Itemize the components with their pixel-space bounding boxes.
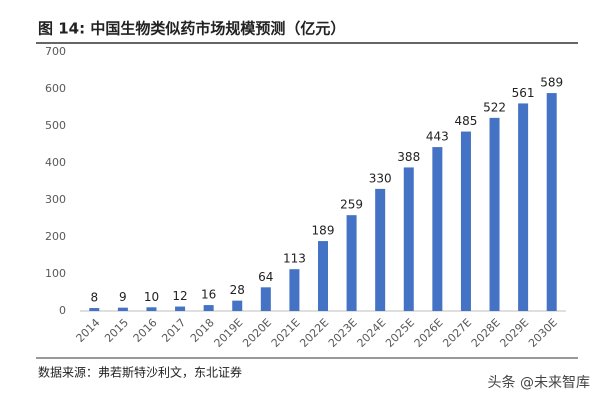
- y-tick-label: 0: [59, 304, 66, 317]
- data-label: 12: [172, 289, 187, 303]
- bar: [260, 287, 271, 311]
- y-tick-label: 100: [45, 267, 66, 280]
- y-tick-label: 300: [45, 193, 66, 206]
- bar: [546, 93, 557, 311]
- data-label: 16: [201, 288, 216, 302]
- watermark: 头条 @未来智库: [488, 374, 590, 391]
- data-label: 189: [312, 224, 335, 238]
- bar: [375, 188, 386, 311]
- data-label: 522: [483, 100, 506, 114]
- data-label: 64: [258, 270, 273, 284]
- bar: [175, 306, 186, 311]
- bar: [232, 300, 243, 311]
- bar: [89, 308, 100, 311]
- bar: [403, 167, 414, 311]
- data-label: 561: [512, 86, 535, 100]
- data-label: 485: [454, 114, 477, 128]
- bar: [203, 305, 214, 311]
- x-tick-label: 2015: [102, 316, 131, 345]
- x-tick-label: 2019E: [212, 316, 246, 350]
- y-tick-label: 600: [45, 82, 66, 95]
- bar: [346, 215, 357, 311]
- x-tick-label: 2028E: [469, 316, 503, 350]
- x-tick-label: 2017: [159, 316, 188, 345]
- data-label: 8: [90, 291, 98, 305]
- data-label: 28: [230, 283, 245, 297]
- y-tick-label: 500: [45, 119, 66, 132]
- x-tick-label: 2030E: [526, 316, 560, 350]
- source-note: 数据来源：弗若斯特沙利文，东北证券: [38, 365, 242, 380]
- x-tick-label: 2027E: [440, 316, 474, 350]
- data-label: 589: [540, 76, 563, 90]
- bar: [460, 131, 471, 311]
- data-label: 388: [397, 150, 420, 164]
- y-tick-label: 700: [45, 45, 66, 58]
- x-tick-label: 2016: [131, 316, 160, 345]
- x-tick-label: 2014: [74, 316, 103, 345]
- x-tick-label: 2026E: [412, 316, 446, 350]
- x-tick-label: 2020E: [240, 316, 274, 350]
- bar: [117, 307, 128, 311]
- data-label: 113: [283, 252, 306, 266]
- x-tick-label: 2025E: [383, 316, 417, 350]
- data-label: 330: [369, 171, 392, 185]
- bar: [518, 103, 529, 312]
- data-label: 10: [144, 290, 159, 304]
- x-tick-label: 2023E: [326, 316, 360, 350]
- chart-title: 图 14: 中国生物类似药市场规模预测（亿元）: [38, 20, 345, 38]
- data-label: 259: [340, 198, 363, 212]
- y-tick-label: 200: [45, 230, 66, 243]
- data-label: 443: [426, 130, 449, 144]
- x-tick-label: 2021E: [269, 316, 303, 350]
- y-tick-label: 400: [45, 156, 66, 169]
- x-tick-label: 2029E: [497, 316, 531, 350]
- x-tick-label: 2024E: [355, 316, 389, 350]
- bar: [432, 147, 443, 311]
- bar: [289, 269, 300, 311]
- x-tick-label: 2022E: [297, 316, 331, 350]
- data-label: 9: [119, 290, 127, 304]
- bar: [489, 117, 500, 311]
- bar: [146, 307, 157, 311]
- bar: [318, 241, 328, 311]
